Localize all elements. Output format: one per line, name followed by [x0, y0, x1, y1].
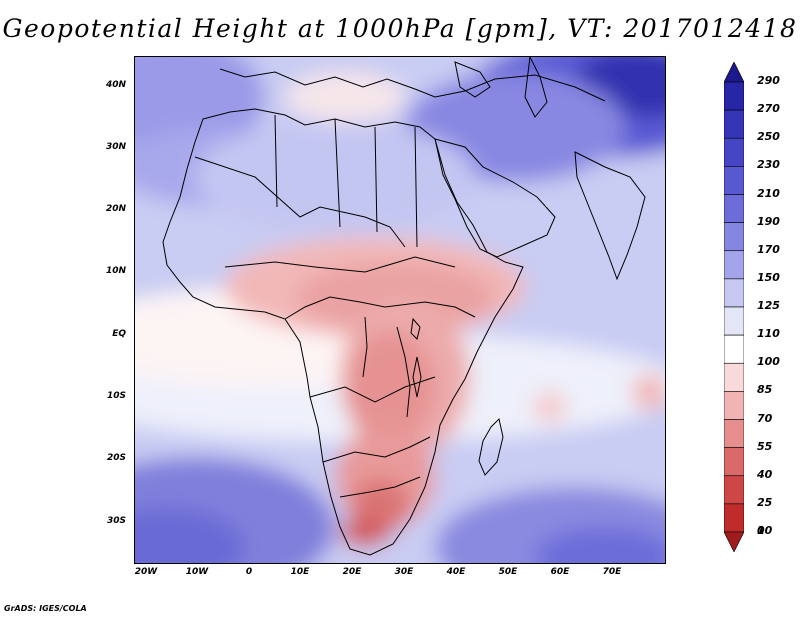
colorbar-label: 40 [757, 467, 773, 481]
lat-label-30n: 30N [105, 142, 126, 152]
credit-text: GrADS: IGES/COLA [4, 604, 87, 613]
lat-label-20n: 20N [105, 204, 126, 214]
colorbar-swatch [724, 531, 744, 552]
colorbar-label: 190 [757, 214, 780, 228]
lon-label-0: 0 [245, 567, 253, 577]
colorbar-swatch [724, 447, 744, 477]
colorbar-label: 0 [757, 524, 765, 537]
geopotential-field [135, 57, 665, 563]
colorbar-swatch [724, 278, 744, 308]
lon-label-30e: 30E [394, 567, 414, 577]
colorbar-label: 150 [757, 270, 780, 284]
colorbar-label: 55 [757, 439, 773, 453]
lon-label-60e: 60E [550, 567, 570, 577]
map-title: Geopotential Height at 1000hPa [gpm], VT… [2, 14, 798, 43]
lon-label-20w: 20W [134, 567, 158, 577]
lon-label-10e: 10E [290, 567, 310, 577]
lat-label-10n: 10N [105, 266, 126, 276]
colorbar-label: 110 [757, 327, 780, 341]
map-plot-area [134, 56, 666, 564]
lat-label-10s: 10S [106, 391, 126, 401]
colorbar-label: 250 [757, 130, 780, 144]
lon-label-40e: 40E [446, 567, 466, 577]
colorbar-label: 125 [757, 299, 780, 312]
colorbar-swatch [724, 222, 744, 252]
colorbar [724, 62, 744, 552]
colorbar-label: 290 [757, 74, 780, 87]
colorbar-swatch [724, 137, 744, 167]
colorbar-swatch [724, 362, 744, 392]
colorbar-swatch [724, 503, 744, 533]
colorbar-swatch [724, 250, 744, 280]
colorbar-swatch [724, 391, 744, 420]
colorbar-label: 210 [757, 186, 780, 200]
lat-label-20s: 20S [106, 453, 126, 463]
lat-label-30s: 30S [106, 516, 126, 526]
lon-label-50e: 50E [498, 567, 518, 577]
colorbar-label: 10 [757, 524, 773, 537]
colorbar-label: 70 [757, 411, 773, 425]
lon-label-10w: 10W [185, 567, 209, 577]
colorbar-swatch [724, 166, 744, 195]
colorbar-swatch [724, 419, 744, 448]
colorbar-swatch [724, 306, 744, 336]
colorbar-label: 25 [757, 495, 773, 509]
colorbar-label: 170 [757, 242, 780, 256]
colorbar-swatch [724, 194, 744, 223]
colorbar-swatch [724, 334, 744, 364]
lon-label-20e: 20E [342, 567, 362, 577]
colorbar-label: 230 [757, 158, 780, 172]
colorbar-swatch [724, 81, 744, 111]
lat-label-eq: EQ [112, 329, 126, 339]
colorbar-swatches [724, 62, 744, 552]
colorbar-swatch [724, 475, 744, 505]
colorbar-label: 100 [757, 355, 780, 369]
height-shading [135, 57, 665, 563]
colorbar-swatch [724, 62, 744, 83]
lat-label-40n: 40N [105, 80, 126, 90]
coastlines [162, 57, 646, 556]
lon-label-70e: 70E [602, 567, 622, 577]
colorbar-swatch [724, 109, 744, 139]
colorbar-label: 85 [757, 383, 773, 397]
colorbar-label: 270 [757, 102, 780, 116]
